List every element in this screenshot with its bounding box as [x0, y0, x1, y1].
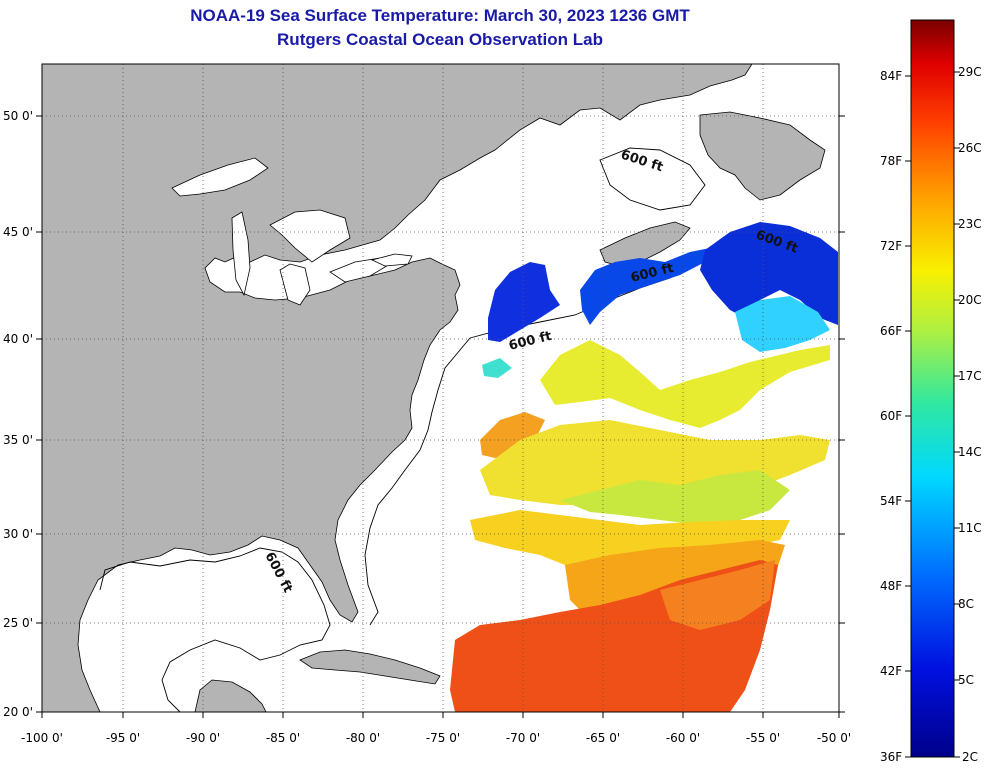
graticule [42, 64, 839, 712]
colorbar-c-label: 2C [962, 750, 978, 764]
sst-patch-grand-banks-edge [735, 296, 830, 352]
lon-label: -50 0' [817, 731, 851, 745]
colorbar-c-label: 23C [958, 217, 982, 231]
map-panel: 600 ft 600 ft 600 ft 600 ft 600 ft [41, 63, 840, 713]
lon-label: -75 0' [426, 731, 460, 745]
lon-label: -95 0' [106, 731, 140, 745]
colorbar-c-label: 17C [958, 369, 982, 383]
colorbar-f-label: 48F [880, 579, 902, 593]
sst-patch-grand-banks [700, 222, 838, 325]
lat-label: 40 0' [3, 332, 33, 346]
colorbar-c-label: 8C [958, 597, 974, 611]
colorbar-c-label: 26C [958, 141, 982, 155]
sst-patch-georges [580, 248, 710, 325]
lon-label: -65 0' [586, 731, 620, 745]
colorbar-f-label: 72F [880, 239, 902, 253]
sst-patch-yellow-north [540, 340, 830, 428]
colorbar-c-label: 14C [958, 445, 982, 459]
land-cuba [299, 649, 441, 685]
map-title: NOAA-19 Sea Surface Temperature: March 3… [190, 6, 690, 25]
colorbar-c-label: 11C [958, 521, 982, 535]
lon-label: -70 0' [506, 731, 540, 745]
lon-label: -90 0' [186, 731, 220, 745]
lat-label: 30 0' [3, 527, 33, 541]
colorbar-f-label: 42F [880, 664, 902, 678]
lat-label: 50 0' [3, 109, 33, 123]
colorbar-c-label: 29C [958, 65, 982, 79]
lat-label: 35 0' [3, 433, 33, 447]
lon-label: -85 0' [266, 731, 300, 745]
lat-label: 25 0' [3, 616, 33, 630]
great-lakes [171, 157, 413, 306]
colorbar-ticks [905, 71, 960, 758]
colorbar-scale [910, 19, 955, 758]
lon-label: -55 0' [746, 731, 780, 745]
lon-label: -100 0' [21, 731, 63, 745]
colorbar-f-label: 60F [880, 409, 902, 423]
sst-patch-yellow-south [470, 510, 790, 570]
colorbar-f-label: 54F [880, 494, 902, 508]
lon-label: -60 0' [666, 731, 700, 745]
axis-ticks [36, 115, 845, 718]
sst-patch-cyan-mid [482, 358, 512, 378]
land-yucatan [194, 679, 267, 712]
colorbar-f-label: 66F [880, 324, 902, 338]
map-subtitle: Rutgers Coastal Ocean Observation Lab [277, 30, 603, 49]
colorbar-c-label: 20C [958, 293, 982, 307]
land-newfoundland [699, 111, 826, 201]
sst-patch-orange-west [480, 412, 545, 458]
colorbar-f-label: 36F [880, 750, 902, 764]
longitude-labels: -100 0' -95 0' -90 0' -85 0' -80 0' -75 … [21, 731, 851, 745]
sst-patch-gulf-of-maine [488, 262, 560, 342]
sst-data [450, 222, 838, 712]
colorbar-f-label: 78F [880, 154, 902, 168]
lat-label: 20 0' [3, 705, 33, 719]
latitude-labels: 20 0' 25 0' 30 0' 35 0' 40 0' 45 0' 50 0… [3, 109, 33, 719]
land-north-america [42, 64, 753, 712]
lat-label: 45 0' [3, 225, 33, 239]
colorbar-c-label: 5C [958, 673, 974, 687]
sst-patch-green-yellow [560, 470, 790, 525]
colorbar-f-label: 84F [880, 69, 902, 83]
sst-patch-orange-east [660, 560, 775, 630]
colorbar: 36F 42F 48F 54F 60F 66F 72F 78F 84F 2C 5… [880, 19, 982, 764]
lon-label: -80 0' [346, 731, 380, 745]
